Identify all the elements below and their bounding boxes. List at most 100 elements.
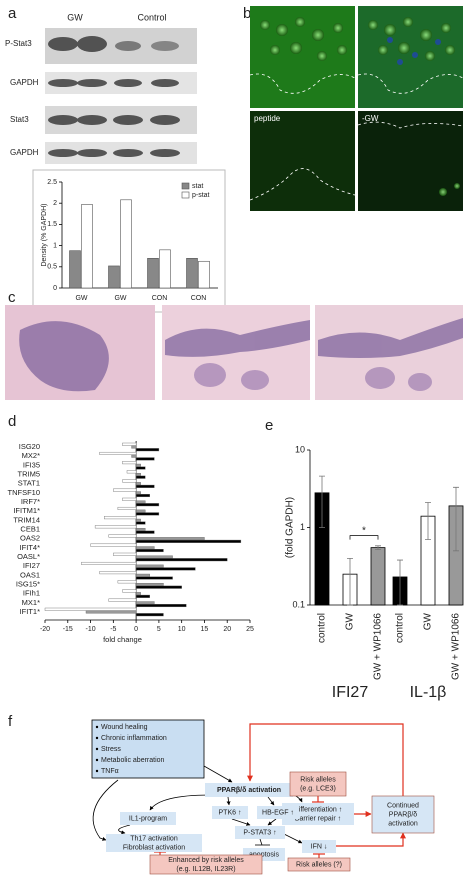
bar [135,475,146,479]
bar [135,463,141,467]
y-tick-label: 0 [53,285,57,292]
bar [135,500,146,504]
error-bar [347,557,353,606]
bar [135,539,242,543]
significance-bracket [349,535,379,540]
bar [135,594,150,598]
bar [108,598,137,602]
bar [135,583,164,587]
node-label: apoptosis [249,851,279,858]
bar [122,497,137,501]
bar [131,445,137,449]
factor-label: Metabolic aberration [101,757,165,764]
y-tick-label: 1.5 [47,221,57,228]
bar [135,484,155,488]
y-tick-label: TRIM5 [18,469,41,478]
node-label: Risk alleles [300,776,336,783]
y-tick-label: IFIT1* [20,607,41,616]
bullet [95,769,99,773]
x-tick-label: 10 [178,626,186,633]
bar [81,561,137,565]
node-box [371,795,435,834]
y-tick-label: ISG15* [16,579,40,588]
blot-row-label: GAPDH [10,78,39,87]
bar [90,543,137,547]
y-tick-label: 2 [53,200,57,207]
y-tick-label: MX1* [22,598,40,607]
node-box [287,857,351,872]
bullet [95,758,99,762]
y-tick-label: 0.5 [47,264,57,271]
node-box [149,854,263,875]
y-tick-label: CEB1 [20,524,40,533]
bar [135,521,146,525]
y-tick-label: IFI27 [23,561,40,570]
node-box [120,812,176,825]
bar [94,525,137,529]
node-box [212,806,248,819]
bar [126,470,137,474]
bar [135,585,182,589]
y-tick-label: IFITM1* [13,506,40,515]
factor-box [91,719,205,779]
node-label: Risk alleles (?) [296,861,342,868]
bar [135,457,155,461]
bar [113,552,137,556]
node-box [289,771,347,797]
factor-label: Chronic inflammation [101,735,167,742]
x-tick-label: GW [75,295,87,302]
bar [147,258,159,289]
bar [44,607,137,611]
panel-label: d [8,413,16,430]
node-label: Continued [387,802,419,809]
x-tick-label: GW + WP1066 [451,613,462,680]
y-tick-label: 10 [295,444,305,454]
bar [135,576,173,580]
error-bar [319,475,325,528]
x-tick-label: CON [191,295,207,302]
blot-row-label: Stat3 [10,115,29,124]
group-label: IL-1β [410,684,447,701]
node-label: PPARβ/δ [389,811,418,818]
x-tick-label: -15 [63,626,73,633]
blot-group-label: GW [67,12,83,22]
y-tick-label: OAS2 [20,534,40,543]
legend-swatch [181,182,190,190]
legend-label: stat [192,183,203,190]
bar [135,530,155,534]
bar [135,518,141,522]
group-label: IFI27 [332,684,369,701]
image-label: peptide [254,114,281,123]
blot-row-label: P-Stat3 [5,39,32,48]
blot-group-label: Control [137,12,166,22]
bar [370,547,386,606]
error-bar [425,502,431,540]
bar [135,509,146,513]
bar [198,260,210,289]
bar [135,604,187,608]
x-tick-label: 5 [157,626,161,633]
bullet [95,736,99,740]
bar [135,601,155,605]
bar [135,528,146,532]
node-label: Th17 activation [130,835,178,842]
node-label: IFN ↓ [311,843,328,850]
node-label: HB-EGF ↑ [262,809,294,816]
bar [135,549,164,553]
y-tick-label: TRIM14 [13,515,40,524]
y-tick-label: TNFSF10 [7,488,40,497]
x-tick-label: GW [345,612,356,630]
node-label: P-STAT3 ↑ [243,829,276,836]
bar [122,442,137,446]
bar [108,265,120,289]
bar [135,491,141,495]
bar [135,555,173,559]
bar [135,573,150,577]
x-tick-label: control [395,613,406,643]
y-axis-label: (fold GAPDH) [285,497,296,558]
bullet [95,725,99,729]
node-label: PPARβ/δ activation [217,787,281,794]
panel-label: e [265,417,273,434]
bar [135,494,150,498]
panel-label: f [8,713,13,730]
